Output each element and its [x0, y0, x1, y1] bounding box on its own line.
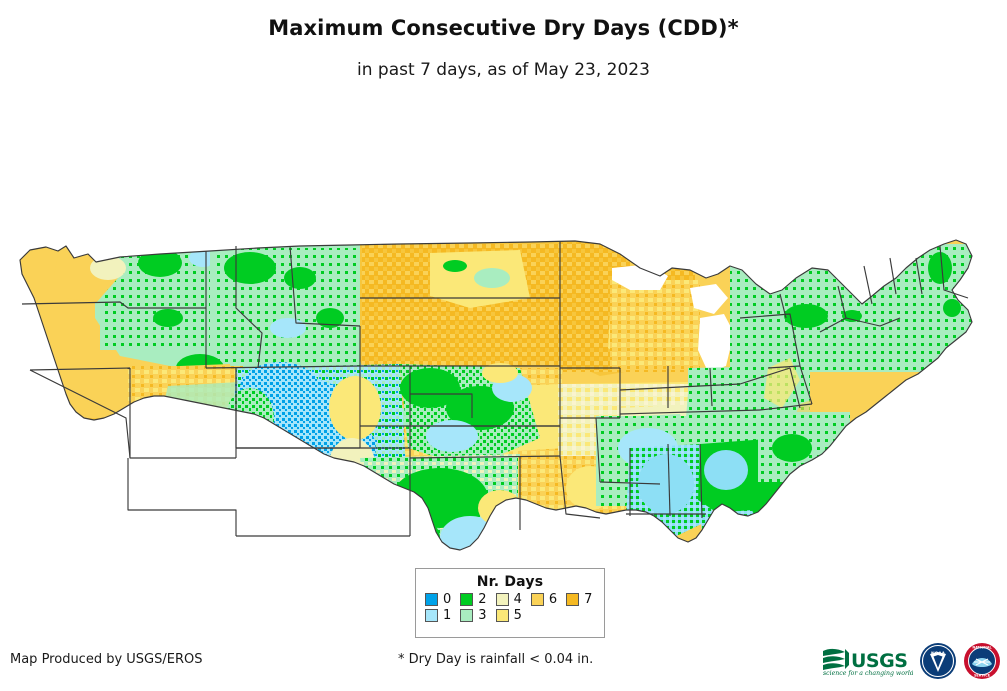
legend-label-2: 2 [478, 592, 487, 607]
map-raster-layer [20, 240, 972, 550]
usgs-logo[interactable]: USGS science for a changing world [821, 645, 913, 677]
legend-swatch-7 [566, 593, 580, 606]
legend-box: Nr. Days 0 2 4 6 7 1 3 [415, 568, 605, 638]
legend-item-2[interactable]: 2 [460, 592, 487, 607]
svg-text:NATIONAL: NATIONAL [972, 646, 992, 650]
svg-text:science for a changing world: science for a changing world [823, 670, 913, 677]
map-container [0, 118, 1007, 558]
noaa-logo[interactable]: NOAA [919, 642, 957, 680]
svg-text:SERVICE: SERVICE [974, 674, 991, 678]
legend-label-1: 1 [443, 608, 452, 623]
dry-day-footnote: * Dry Day is rainfall < 0.04 in. [398, 652, 594, 667]
legend-item-0[interactable]: 0 [425, 593, 451, 606]
nws-logo[interactable]: NATIONAL SERVICE [963, 642, 1001, 680]
legend-item-3[interactable]: 3 [460, 608, 487, 623]
conus-map-svg [19, 239, 973, 551]
legend-label-4: 4 [513, 592, 522, 607]
legend-label-7: 7 [584, 592, 593, 607]
legend-label-3: 3 [478, 608, 487, 623]
page-subtitle: in past 7 days, as of May 23, 2023 [357, 60, 650, 80]
legend-row-bottom: 1 3 5 [425, 609, 604, 622]
legend-swatch-1 [425, 609, 438, 622]
svg-text:USGS: USGS [851, 650, 907, 672]
legend-label-5: 5 [513, 608, 522, 623]
legend-swatch-2 [460, 593, 474, 606]
legend-swatch-3 [460, 609, 474, 622]
svg-text:NOAA: NOAA [931, 651, 946, 657]
legend-swatch-4 [495, 593, 509, 606]
legend-swatch-0 [425, 593, 438, 606]
legend-label-6: 6 [548, 592, 558, 607]
agency-logos: USGS science for a changing world NOAA N… [821, 636, 1001, 686]
legend-label-0: 0 [443, 592, 452, 607]
legend-swatch-6 [530, 593, 544, 606]
map-credit: Map Produced by USGS/EROS [10, 652, 203, 667]
page-title: Maximum Consecutive Dry Days (CDD)* [268, 16, 739, 40]
legend-item-1[interactable]: 1 [425, 609, 451, 622]
legend-item-5[interactable]: 5 [495, 608, 522, 623]
legend-swatch-5 [495, 609, 509, 622]
legend-row-top: 0 2 4 6 7 [425, 593, 604, 606]
legend-item-7[interactable]: 7 [566, 593, 592, 606]
legend-item-4[interactable]: 4 [495, 592, 522, 607]
legend-item-6[interactable]: 6 [530, 592, 558, 607]
legend-title: Nr. Days [476, 574, 544, 590]
state-boundaries [19, 239, 973, 551]
